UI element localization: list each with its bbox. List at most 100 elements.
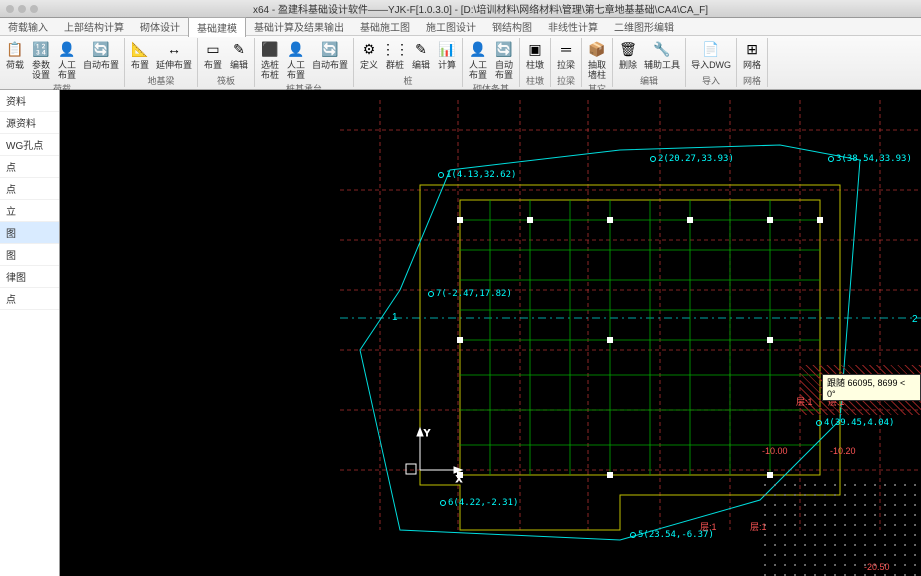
toolbar-icon: ▭ [204, 40, 222, 58]
window-title: x64 - 盈建科基础设计软件——YJK-F[1.0.3.0] - [D:\培训… [253, 1, 708, 16]
svg-text:X: X [456, 474, 462, 484]
sidebar-item[interactable]: WG孔点 [0, 134, 59, 156]
ribbon-button[interactable]: ▣柱墩 [522, 38, 548, 74]
ribbon-group: 👤人工 布置🔄自动 布置砌体条基 [463, 38, 520, 87]
toolbar-label: 网格 [743, 60, 761, 70]
ribbon-group: ▣柱墩柱墩 [520, 38, 551, 87]
drawing-canvas[interactable]: Y X 1(4.13,32.62)2(20.27,33.93)3(38.54,3… [60, 90, 921, 576]
window-controls[interactable] [6, 5, 38, 13]
toolbar-icon: ↔ [165, 40, 183, 58]
menu-tab[interactable]: 非线性计算 [540, 17, 606, 36]
menu-tab[interactable]: 上部结构计算 [56, 17, 132, 36]
ribbon-button[interactable]: 📐布置 [127, 38, 153, 74]
ribbon: 📋荷载🔢参数 设置👤人工 布置🔄自动布置荷载📐布置↔延伸布置地基梁▭布置✎编辑筏… [0, 36, 921, 90]
ribbon-button[interactable]: 🔄 自动布置 [80, 38, 122, 82]
toolbar-icon: 📄 [702, 40, 720, 58]
sidebar-item[interactable]: 图 [0, 244, 59, 266]
sidebar-item[interactable]: 点 [0, 178, 59, 200]
ribbon-button[interactable]: ↔ 延伸布置 [153, 38, 195, 74]
titlebar: x64 - 盈建科基础设计软件——YJK-F[1.0.3.0] - [D:\培训… [0, 0, 921, 18]
ribbon-button[interactable]: 🔢参数 设置 [28, 38, 54, 82]
ribbon-button[interactable]: 🔄自动 布置 [491, 38, 517, 82]
ribbon-group: 📋荷载🔢参数 设置👤人工 布置🔄自动布置荷载 [0, 38, 125, 87]
toolbar-label: 自动布置 [83, 60, 119, 70]
ribbon-button[interactable]: ⚙定义 [356, 38, 382, 74]
toolbar-label: 选桩 布桩 [261, 60, 279, 80]
ribbon-button[interactable]: ⊞网格 [739, 38, 765, 74]
ribbon-button[interactable]: 📦抽取 墙柱 [584, 38, 610, 82]
ribbon-group-label: 编辑 [615, 74, 683, 87]
menu-tab[interactable]: 施工图设计 [418, 17, 484, 36]
ribbon-group: ⚙定义⋮⋮群桩✎编辑📊计算桩 [354, 38, 463, 87]
menu-tab[interactable]: 基础施工图 [352, 17, 418, 36]
coord-point-label: 7(-2.47,17.82) [428, 289, 512, 299]
toolbar-icon: ✎ [230, 40, 248, 58]
sidebar-item[interactable]: 律图 [0, 266, 59, 288]
sidebar-item[interactable]: 图 [0, 222, 59, 244]
ribbon-button[interactable]: 👤 人工 布置 [465, 38, 491, 82]
toolbar-icon: ⚙ [360, 40, 378, 58]
toolbar-label: 编辑 [412, 60, 430, 70]
toolbar-icon: 🗑 [619, 40, 637, 58]
axis-label: 1 [392, 312, 398, 323]
toolbar-icon: 🔄 [92, 40, 110, 58]
ribbon-button[interactable]: 🗑 删除 [615, 38, 641, 74]
toolbar-icon: 🔄 [321, 40, 339, 58]
sidebar-item[interactable]: 立 [0, 200, 59, 222]
ribbon-group-label: 柱墩 [522, 74, 548, 87]
toolbar-icon: 👤 [287, 40, 305, 58]
ribbon-button[interactable]: 📋荷载 [2, 38, 28, 82]
ribbon-button[interactable]: ▭布置 [200, 38, 226, 74]
ribbon-group-label: 导入 [688, 74, 734, 87]
ribbon-group-label: 拉梁 [553, 74, 579, 87]
ribbon-group: ═拉梁拉梁 [551, 38, 582, 87]
ribbon-button[interactable]: ⬛ 选桩 布桩 [257, 38, 283, 82]
ribbon-group: ▭布置✎编辑筏板 [198, 38, 255, 87]
toolbar-icon: 🔄 [495, 40, 513, 58]
ribbon-button[interactable]: 🔄 自动布置 [309, 38, 351, 82]
menu-tab[interactable]: 二维图形编辑 [606, 17, 682, 36]
sidebar-item[interactable]: 资料 [0, 90, 59, 112]
ribbon-button[interactable]: ⋮⋮群桩 [382, 38, 408, 74]
menu-tab[interactable]: 荷载输入 [0, 17, 56, 36]
toolbar-icon: ✎ [412, 40, 430, 58]
toolbar-icon: 📊 [438, 40, 456, 58]
sidebar-item[interactable]: 源资料 [0, 112, 59, 134]
toolbar-label: 延伸布置 [156, 60, 192, 70]
sidebar-item[interactable]: 点 [0, 288, 59, 310]
ribbon-group: 📄导入DWG导入 [686, 38, 737, 87]
toolbar-label: 抽取 墙柱 [588, 60, 606, 80]
elevation-label: -10.20 [830, 446, 856, 456]
menu-tab[interactable]: 基础计算及结果输出 [246, 17, 352, 36]
toolbar-label: 布置 [131, 60, 149, 70]
sidebar-item[interactable]: 点 [0, 156, 59, 178]
pattern-region [760, 480, 921, 576]
ribbon-button[interactable]: 👤人工 布置 [54, 38, 80, 82]
toolbar-label: 参数 设置 [32, 60, 50, 80]
toolbar-label: 自动布置 [312, 60, 348, 70]
coord-point-label: 3(38.54,33.93) [828, 154, 912, 164]
ribbon-button[interactable]: ✎编辑 [226, 38, 252, 74]
ribbon-button[interactable]: ═拉梁 [553, 38, 579, 74]
ribbon-button[interactable]: 🔧辅助工具 [641, 38, 683, 74]
elevation-label: 层:1 [796, 395, 813, 408]
ribbon-group: ⊞网格网格 [737, 38, 768, 87]
toolbar-icon: ═ [557, 40, 575, 58]
toolbar-label: 删除 [619, 60, 637, 70]
ribbon-button[interactable]: 👤人工 布置 [283, 38, 309, 82]
ribbon-button[interactable]: ✎ 编辑 [408, 38, 434, 74]
ribbon-button[interactable]: 📊 计算 [434, 38, 460, 74]
menu-tab[interactable]: 砌体设计 [132, 17, 188, 36]
coord-point-label: 2(20.27,33.93) [650, 154, 734, 164]
toolbar-icon: ⬛ [261, 40, 279, 58]
menu-tab[interactable]: 基础建模 [188, 17, 246, 37]
toolbar-icon: ▣ [526, 40, 544, 58]
toolbar-label: 人工 布置 [469, 60, 487, 80]
svg-text:Y: Y [424, 428, 430, 438]
toolbar-label: 计算 [438, 60, 456, 70]
ribbon-button[interactable]: 📄导入DWG [688, 38, 734, 74]
toolbar-icon: ⋮⋮ [386, 40, 404, 58]
menu-tab[interactable]: 钢结构图 [484, 17, 540, 36]
toolbar-icon: 👤 [469, 40, 487, 58]
sidebar: 资料源资料WG孔点点点立图图律图点 [0, 90, 60, 576]
